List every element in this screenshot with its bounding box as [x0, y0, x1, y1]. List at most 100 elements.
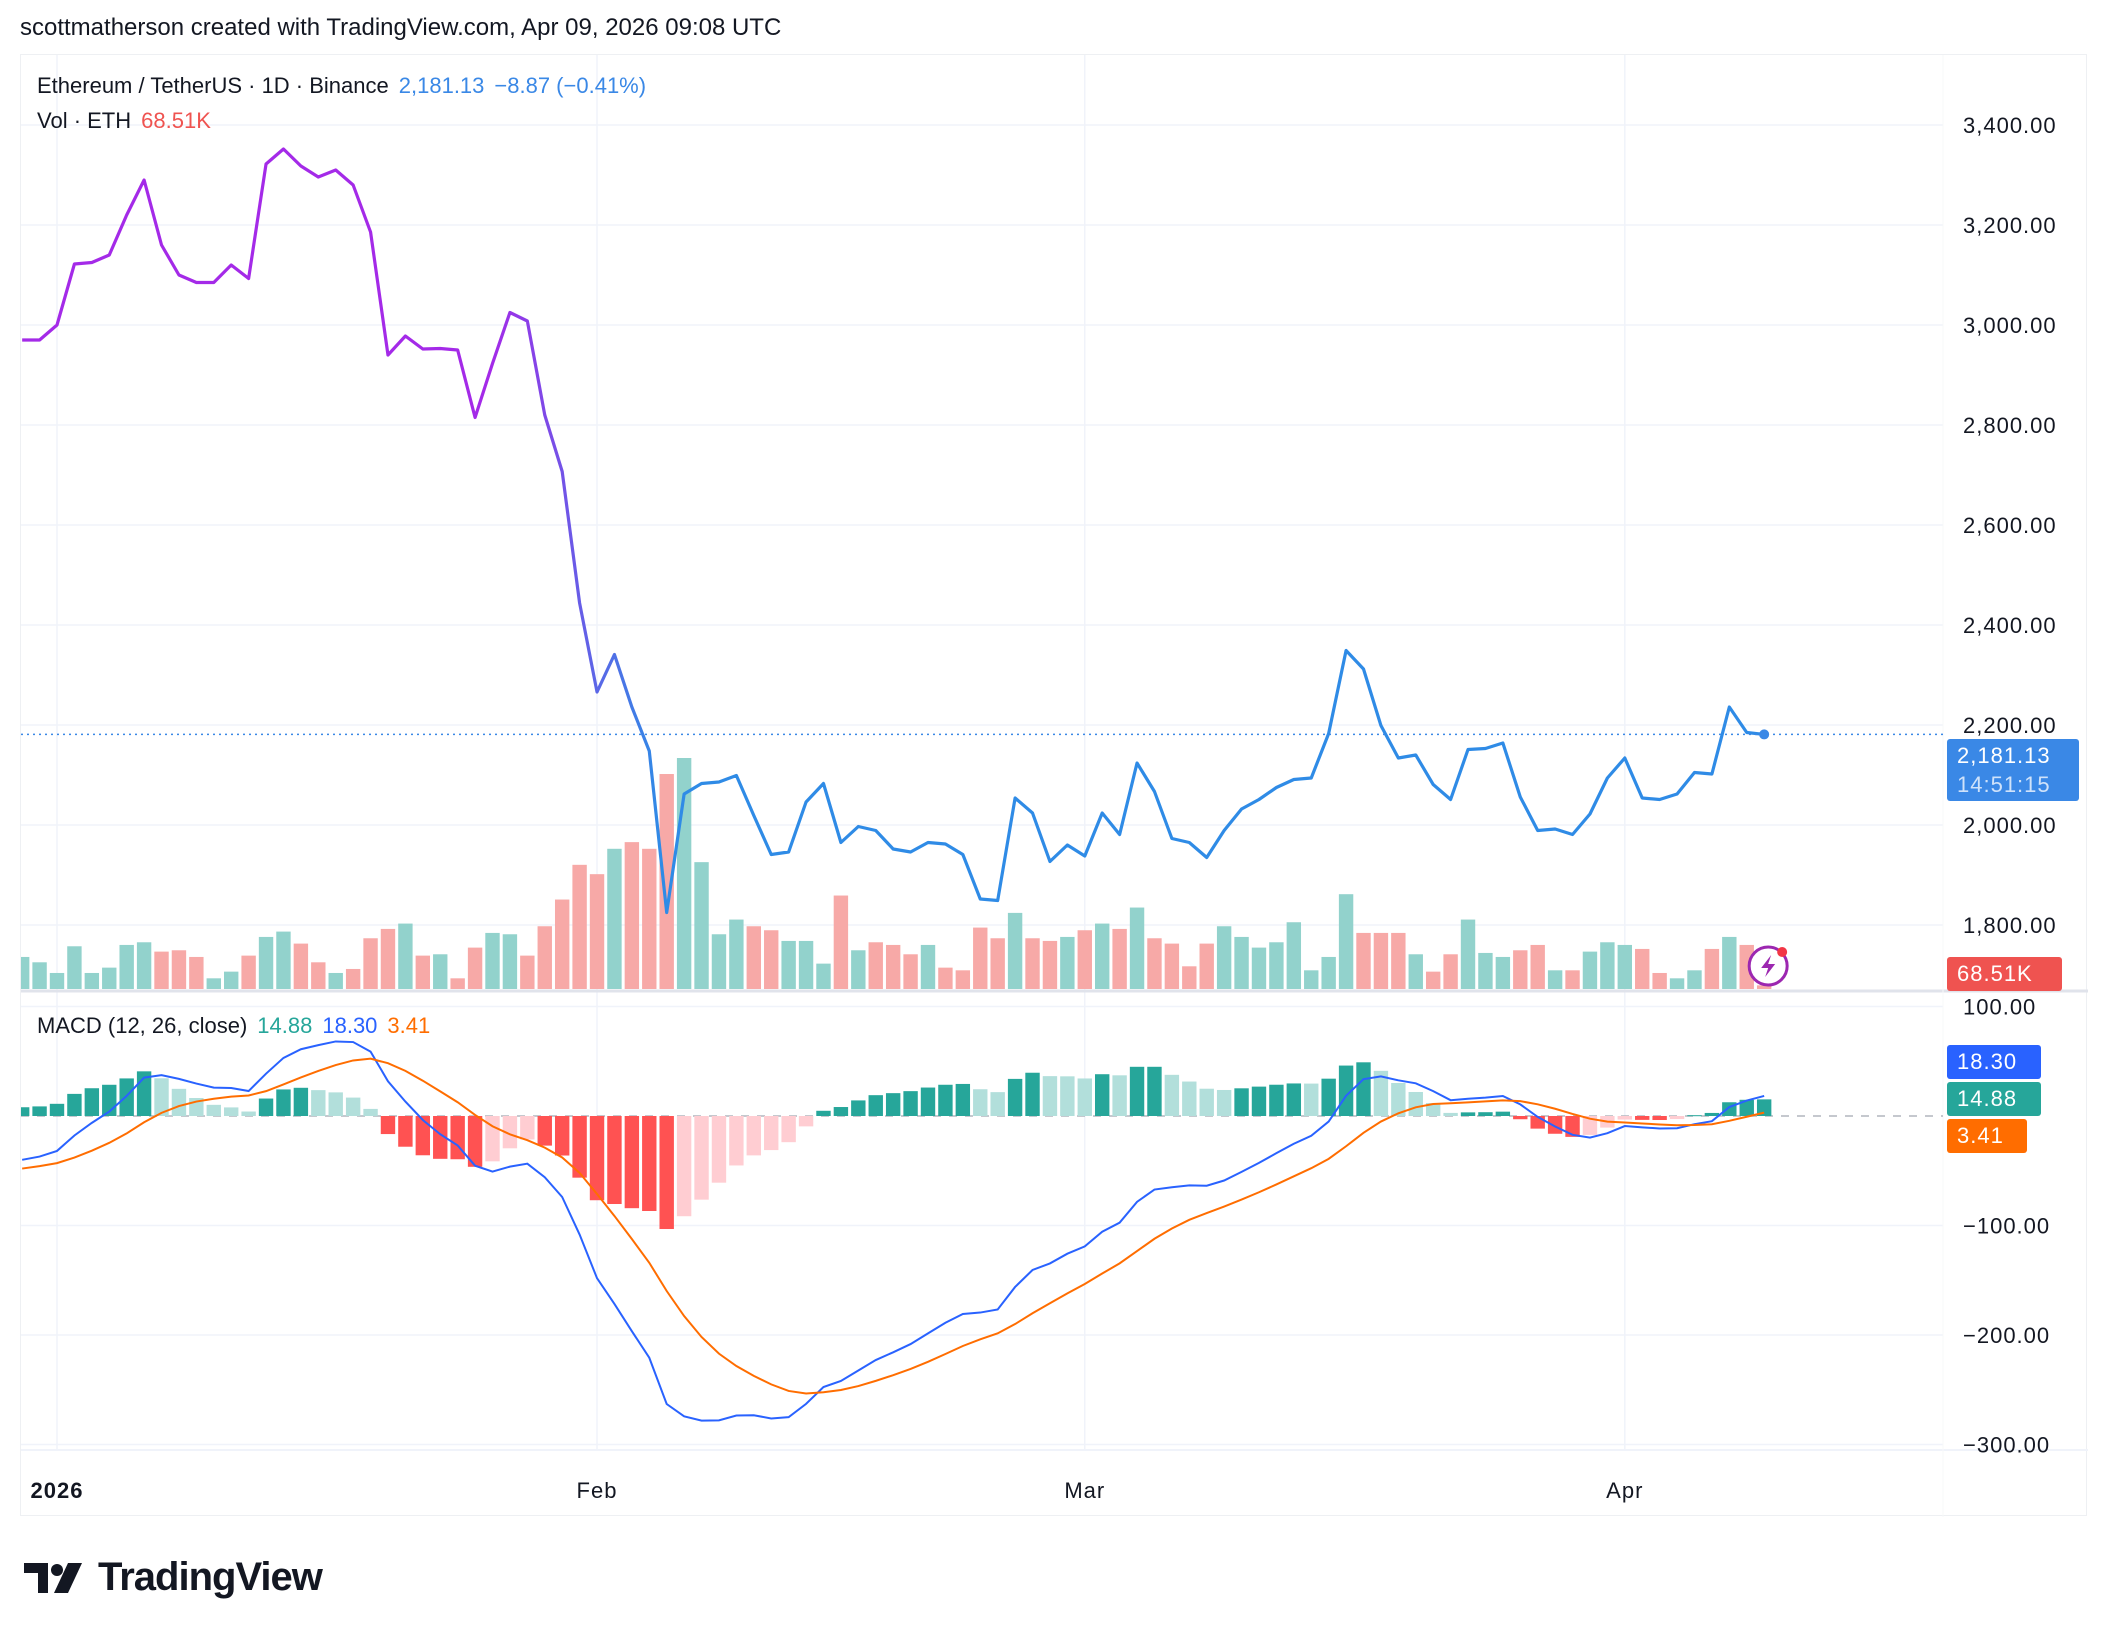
volume-bar: [502, 934, 518, 989]
volume-bar: [345, 968, 361, 989]
volume-bar: [49, 972, 65, 989]
price-change: −8.87 (−0.41%): [494, 73, 647, 98]
macd-histogram-bar: [1547, 1116, 1563, 1134]
volume-bar: [21, 956, 30, 989]
macd-histogram-bar: [1356, 1062, 1371, 1116]
chart-frame[interactable]: 1,800.00 2,000.00 2,200.00 2,400.00 2,600.00…: [20, 54, 2088, 1517]
symbol-legend[interactable]: Ethereum / TetherUS · 1D · Binance 2,181.…: [37, 73, 656, 99]
volume-bar: [1722, 936, 1737, 989]
macd-histogram-bar: [380, 1116, 396, 1135]
volume-bar: [311, 962, 326, 989]
volume-bar: [607, 848, 622, 989]
volume-bar: [1547, 970, 1563, 989]
volume-bar: [554, 899, 570, 989]
macd-legend[interactable]: MACD (12, 26, close) 14.88 18.30 3.41: [37, 1013, 440, 1039]
volume-bar: [851, 950, 866, 989]
macd-histogram-bar: [798, 1116, 814, 1127]
volume-bar: [885, 944, 901, 989]
volume-bar: [642, 848, 657, 989]
price-axis-label: 2,600.00: [1963, 513, 2057, 538]
volume-bar: [154, 951, 169, 989]
tradingview-logo[interactable]: TradingView: [24, 1555, 323, 1600]
price-tag-value: 2,181.13: [1957, 743, 2051, 768]
volume-bar: [1356, 932, 1371, 989]
volume-bar: [1095, 923, 1110, 989]
countdown-value: 14:51:15: [1957, 772, 2051, 797]
volume-bar: [1042, 940, 1058, 989]
macd-histogram-bar: [711, 1116, 727, 1183]
volume-bar: [903, 954, 918, 989]
macd-histogram-bar: [67, 1093, 82, 1116]
volume-bar: [1321, 956, 1336, 989]
macd-histogram-bar: [1234, 1088, 1249, 1116]
macd-signal-line: [22, 1057, 1765, 1395]
macd-histogram-bar: [328, 1092, 343, 1116]
macd-histogram-bar: [1199, 1088, 1214, 1116]
volume-bar: [241, 955, 256, 989]
volume-bar: [258, 936, 274, 989]
macd-histogram-bar: [1617, 1116, 1632, 1120]
macd-histogram-bar: [955, 1083, 971, 1116]
volume-bar: [328, 972, 343, 989]
price-line: [22, 147, 1765, 915]
macd-signal-tag: 3.41: [1947, 1119, 2027, 1153]
macd-histogram-bar: [781, 1116, 796, 1143]
volume-bar: [1582, 951, 1598, 989]
price-axis-label: 2,800.00: [1963, 413, 2057, 438]
last-price: 2,181.13: [398, 73, 485, 98]
volume-bar: [955, 970, 971, 989]
macd-histogram-bar: [1060, 1076, 1075, 1116]
volume-bar: [1478, 952, 1493, 989]
macd-histogram-bar: [1286, 1083, 1302, 1116]
macd-histogram-bar: [1077, 1078, 1092, 1116]
macd-histogram-bar: [624, 1116, 640, 1209]
volume-bar: [938, 967, 953, 989]
macd-histogram-bar: [363, 1108, 378, 1116]
volume-bar: [171, 950, 187, 989]
volume-bar: [1391, 932, 1406, 989]
macd-histogram-bar: [868, 1095, 883, 1116]
macd-histogram-bar: [311, 1090, 326, 1116]
volume-bar: [1460, 919, 1476, 989]
volume-bar: [746, 926, 761, 989]
macd-histogram-bar: [1147, 1066, 1162, 1116]
macd-histogram-bar: [746, 1116, 761, 1156]
volume-bar: [485, 932, 500, 989]
macd-histogram-bar: [154, 1078, 169, 1116]
macd-histogram-bar: [938, 1084, 953, 1116]
macd-histogram-bar: [676, 1116, 692, 1217]
macd-histogram-bar: [764, 1116, 779, 1151]
volume-bar: [293, 943, 309, 989]
macd-histogram-bar: [1164, 1074, 1180, 1116]
volume-bar: [1652, 972, 1667, 989]
macd-histogram-bar: [241, 1111, 256, 1116]
volume-bar: [868, 942, 883, 989]
macd-histogram-bar: [1025, 1072, 1040, 1116]
volume-bar: [380, 928, 396, 989]
volume-bar: [1269, 942, 1284, 989]
volume-legend[interactable]: Vol · ETH 68.51K: [37, 108, 221, 134]
macd-line: [21, 1040, 1765, 1422]
macd-histogram-bar: [537, 1116, 552, 1146]
macd-histogram-bar: [554, 1116, 570, 1156]
chart-credit: scottmatherson created with TradingView.…: [20, 14, 782, 41]
price-axis-label: 3,200.00: [1963, 213, 2057, 238]
price-axis-label: 2,000.00: [1963, 813, 2057, 838]
volume-bar: [1234, 936, 1249, 989]
volume-bar: [1425, 971, 1441, 989]
macd-histogram-bar: [990, 1092, 1005, 1116]
macd-histogram-bar: [1112, 1075, 1127, 1116]
volume-bar: [973, 927, 988, 989]
macd-histogram-bar: [415, 1116, 431, 1156]
volume-bar: [781, 940, 796, 989]
price-axis-label: 3,400.00: [1963, 113, 2057, 138]
volume-bar: [1060, 936, 1075, 989]
macd-histogram-bar: [1635, 1116, 1650, 1120]
macd-histogram-bar: [171, 1088, 187, 1116]
macd-histogram-bar: [276, 1089, 291, 1116]
chart-canvas[interactable]: 1,800.00 2,000.00 2,200.00 2,400.00 2,600.00…: [21, 55, 2088, 1517]
macd-histogram-bar: [1216, 1089, 1232, 1116]
price-axis-label: 2,200.00: [1963, 713, 2057, 738]
volume-bar: [1147, 938, 1162, 989]
volume-bar: [798, 940, 814, 989]
